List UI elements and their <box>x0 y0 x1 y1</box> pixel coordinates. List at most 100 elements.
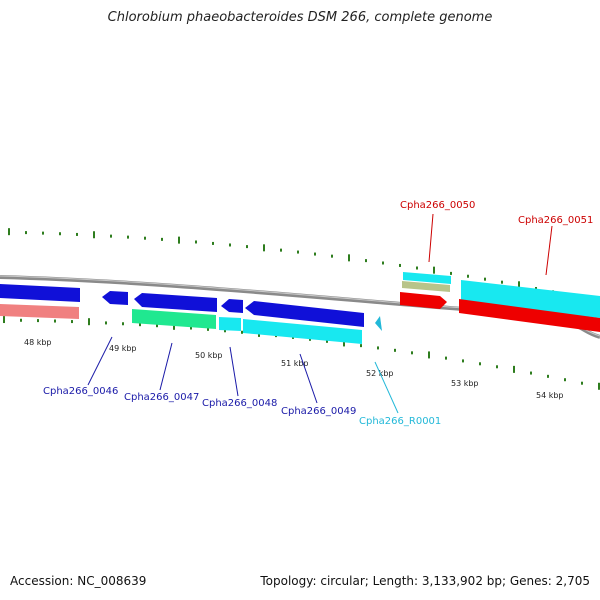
axis-label-53: 53 kbp <box>451 379 479 388</box>
feature-cyan-0048[interactable] <box>219 317 241 331</box>
scale-tick-minor <box>195 240 197 244</box>
scale-tick-minor <box>479 362 481 366</box>
gene-label-0051[interactable]: Cpha266_0051 <box>518 215 593 226</box>
gene-label-0048[interactable]: Cpha266_0048 <box>202 398 277 409</box>
scale-tick-major <box>513 365 515 373</box>
gene-label-leaders <box>87 213 553 414</box>
feature-red-0050[interactable] <box>400 292 447 309</box>
scale-tick-major <box>433 266 435 274</box>
scale-tick-major <box>263 244 265 252</box>
feature-blue-0048[interactable] <box>221 299 243 313</box>
scale-tick-minor <box>37 319 39 323</box>
scale-tick-minor <box>331 254 333 258</box>
scale-tick-minor <box>71 320 73 324</box>
gene-label-0050[interactable]: Cpha266_0050 <box>400 200 475 211</box>
scale-tick-minor <box>212 241 214 245</box>
scale-tick-minor <box>139 323 141 327</box>
gene-label-0049[interactable]: Cpha266_0049 <box>281 406 356 417</box>
feature-green-0047[interactable] <box>132 309 216 329</box>
scale-tick-minor <box>450 271 452 275</box>
scale-tick-major <box>178 236 180 244</box>
gene-labels: Cpha266_0046 Cpha266_0047 Cpha266_0048 C… <box>43 200 593 427</box>
scale-tick-minor <box>377 346 379 350</box>
feature-blue-left[interactable] <box>0 284 80 302</box>
scale-tick-minor <box>122 322 124 326</box>
scale-tick-minor <box>241 330 243 334</box>
scale-tick-minor <box>229 243 231 247</box>
scale-tick-major <box>3 316 5 324</box>
gene-label-0047[interactable]: Cpha266_0047 <box>124 392 199 403</box>
scale-tick-minor <box>309 337 311 341</box>
scale-tick-minor <box>326 339 328 343</box>
leader-r0001 <box>374 361 399 414</box>
scale-tick-minor <box>280 248 282 252</box>
scale-tick-minor <box>547 374 549 378</box>
scale-tick-minor <box>467 274 469 278</box>
scale-tick-minor <box>501 280 503 284</box>
leader-0047 <box>159 342 173 391</box>
scale-tick-minor <box>416 266 418 270</box>
axis-label-50: 50 kbp <box>195 351 223 360</box>
scale-tick-minor <box>42 231 44 235</box>
scale-tick-minor <box>382 261 384 265</box>
accession-text: Accession: NC_008639 <box>10 574 147 588</box>
scale-tick-minor <box>530 371 532 375</box>
scale-tick-major <box>598 382 600 390</box>
feature-blue-0049[interactable] <box>245 301 364 327</box>
feature-track <box>0 272 600 344</box>
scale-tick-minor <box>54 319 56 323</box>
scale-tick-minor <box>360 344 362 348</box>
feature-cyan-0050[interactable] <box>403 272 451 284</box>
feature-cyan-0051[interactable] <box>461 280 600 318</box>
feature-cyan-0049[interactable] <box>243 319 362 344</box>
scale-tick-major <box>518 281 520 289</box>
scale-tick-minor <box>110 234 112 238</box>
scale-tick-major <box>348 254 350 262</box>
scale-tick-minor <box>314 252 316 256</box>
leader-0050 <box>428 213 434 263</box>
leader-0048 <box>229 346 239 397</box>
scale-tick-minor <box>411 351 413 355</box>
feature-blue-0047[interactable] <box>134 293 217 312</box>
scale-tick-minor <box>564 378 566 382</box>
scale-tick-minor <box>76 232 78 236</box>
scale-tick-minor <box>581 381 583 385</box>
scale-tick-minor <box>246 245 248 249</box>
scale-tick-major <box>173 322 175 330</box>
gene-label-r0001[interactable]: Cpha266_R0001 <box>359 416 441 427</box>
scale-tick-minor <box>105 321 107 325</box>
scale-tick-minor <box>297 250 299 254</box>
scale-tick-minor <box>399 263 401 267</box>
scale-tick-minor <box>224 329 226 333</box>
scale-tick-minor <box>161 237 163 241</box>
scale-tick-major <box>8 228 10 236</box>
leader-0051 <box>545 225 553 276</box>
axis-label-51: 51 kbp <box>281 359 309 368</box>
scale-tick-minor <box>365 259 367 263</box>
feature-cyan-r0001[interactable] <box>375 316 382 331</box>
feature-blue-arrow-1[interactable] <box>102 291 128 305</box>
scale-tick-minor <box>207 327 209 331</box>
inner-tick-ring <box>3 316 600 390</box>
scale-tick-minor <box>190 326 192 330</box>
scale-tick-major <box>88 318 90 326</box>
leader-0046 <box>87 336 113 386</box>
scale-tick-minor <box>394 348 396 352</box>
scale-tick-minor <box>25 231 27 235</box>
scale-tick-minor <box>462 359 464 363</box>
scale-tick-minor <box>445 356 447 360</box>
scale-tick-minor <box>127 235 129 239</box>
feature-olive-0050[interactable] <box>402 281 450 292</box>
scale-tick-minor <box>59 232 61 236</box>
feature-pink-left[interactable] <box>0 304 79 319</box>
scale-tick-minor <box>535 286 537 290</box>
feature-red-0051[interactable] <box>459 299 600 332</box>
map-title: Chlorobium phaeobacteroides DSM 266, com… <box>107 10 493 25</box>
gene-label-0046[interactable]: Cpha266_0046 <box>43 386 118 397</box>
scale-tick-minor <box>156 324 158 328</box>
scale-tick-major <box>428 351 430 359</box>
scale-tick-minor <box>144 236 146 240</box>
genome-summary-text: Topology: circular; Length: 3,133,902 bp… <box>260 574 590 588</box>
scale-tick-minor <box>20 318 22 322</box>
